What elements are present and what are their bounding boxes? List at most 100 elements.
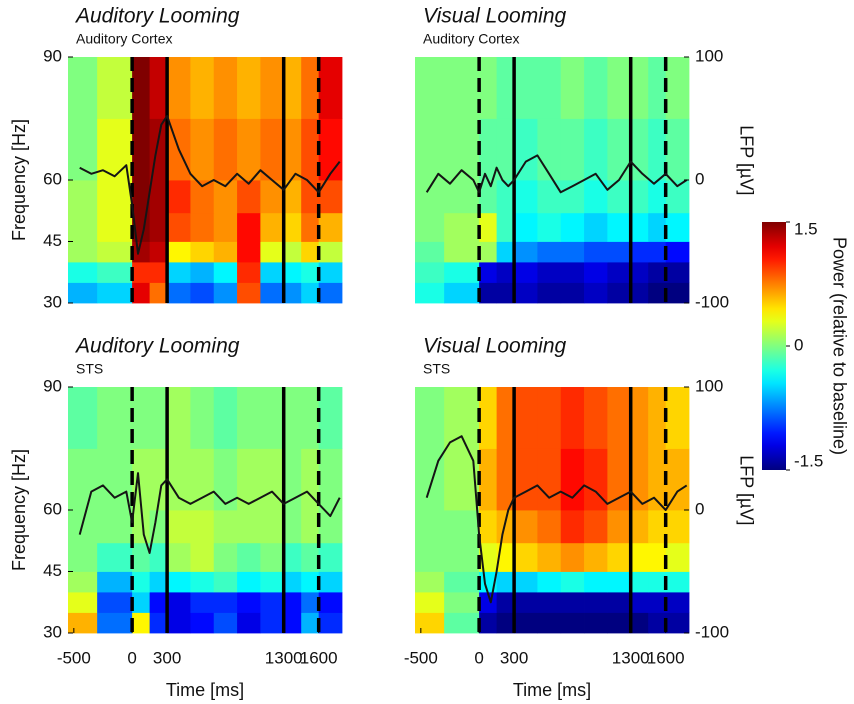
heatmap-cell [514,387,538,449]
heatmap-cell [260,387,285,449]
heatmap-cell [149,612,168,634]
heatmap-cell [132,510,151,544]
heatmap-cell [68,387,98,449]
heatmap-cell [97,510,133,544]
heatmap-cell [648,448,667,511]
heatmap-cell [213,241,238,263]
heatmap-cell [283,612,302,634]
heatmap-cell [479,57,498,119]
heatmap-cell [167,510,191,544]
heatmap-cell [237,612,261,634]
heatmap-cell [283,448,302,511]
heatmap-cell [444,262,480,283]
heatmap-cell [132,387,151,449]
heatmap-cell [665,387,690,449]
heatmap-cell [537,262,562,283]
heatmap-cell [237,180,261,214]
y2-tick-label: 100 [695,46,723,65]
heatmap-cell [479,241,498,263]
heatmap-cell [68,118,98,181]
heatmap-cell [415,262,445,283]
heatmap-cell [415,282,445,304]
heatmap-cell [301,612,320,634]
heatmap-cell [237,282,261,304]
heatmap-cell [149,180,168,214]
y-tick-label: 45 [43,561,62,580]
heatmap-cell [283,180,302,214]
heatmap-cell [648,118,667,181]
heatmap-cell [68,180,98,214]
x-axis-label: Time [ms] [166,680,244,700]
heatmap-cell [444,212,480,242]
heatmap-cell [444,510,480,544]
heatmap-cell [479,118,498,181]
x-axis-label: Time [ms] [513,680,591,700]
heatmap-cell [584,118,608,181]
panel-title: Visual Looming [423,335,567,358]
heatmap-cell [318,118,343,181]
heatmap-cell [283,571,302,593]
heatmap-cell [514,180,538,214]
heatmap-cell [260,542,285,572]
heatmap-cell [415,571,445,593]
heatmap-cell [318,282,343,304]
heatmap-cell [132,262,151,283]
heatmap-cell [665,57,690,119]
heatmap-cell [283,241,302,263]
heatmap-cell [479,510,498,544]
heatmap-cell [190,262,215,283]
heatmap-cell [630,510,649,544]
heatmap-cell [149,241,168,263]
colorbar-tick-label: 0 [794,335,803,354]
x-tick-label: 1300 [612,648,650,667]
heatmap-cell [496,180,515,214]
heatmap-cell [607,57,632,119]
heatmap-cell [648,592,667,613]
heatmap-cell [607,571,632,593]
heatmap-cell [665,180,690,214]
heatmap-cell [496,448,515,511]
heatmap-cell [283,212,302,242]
panel-subtitle: Auditory Cortex [423,31,519,47]
heatmap-cell [283,387,302,449]
heatmap-cell [213,387,238,449]
heatmap-cell [537,542,562,572]
heatmap-cell [132,57,151,119]
heatmap-cell [301,282,320,304]
heatmap-cell [537,510,562,544]
heatmap-cell [630,571,649,593]
colorbar-tick-label: -1.5 [794,451,823,470]
heatmap-cell [318,592,343,613]
heatmap-cell [496,212,515,242]
heatmap-cell [260,118,285,181]
heatmap-cell [496,592,515,613]
heatmap-cell [444,180,480,214]
heatmap-cell [444,448,480,511]
heatmap-cell [149,542,168,572]
heatmap-cell [514,592,538,613]
heatmap-cell [607,592,632,613]
heatmap-cell [514,571,538,593]
x-tick-label: 0 [474,648,483,667]
heatmap-cell [237,571,261,593]
heatmap-cell [68,212,98,242]
y-tick-label: 30 [43,622,62,641]
heatmap-cell [318,212,343,242]
heatmap-cell [132,571,151,593]
heatmap-cell [537,282,562,304]
heatmap-cell [301,118,320,181]
heatmap-cell [648,282,667,304]
heatmap-cell [97,262,133,283]
heatmap-cell [444,282,480,304]
heatmap-cell [213,510,238,544]
heatmap-cell [479,448,498,511]
y-tick-label: 90 [43,376,62,395]
heatmap-cell [415,57,445,119]
heatmap-cell [630,180,649,214]
heatmap-cell [68,612,98,634]
heatmap-cell [213,262,238,283]
heatmap-cell [514,542,538,572]
heatmap-cell [260,282,285,304]
heatmap-cell [149,510,168,544]
